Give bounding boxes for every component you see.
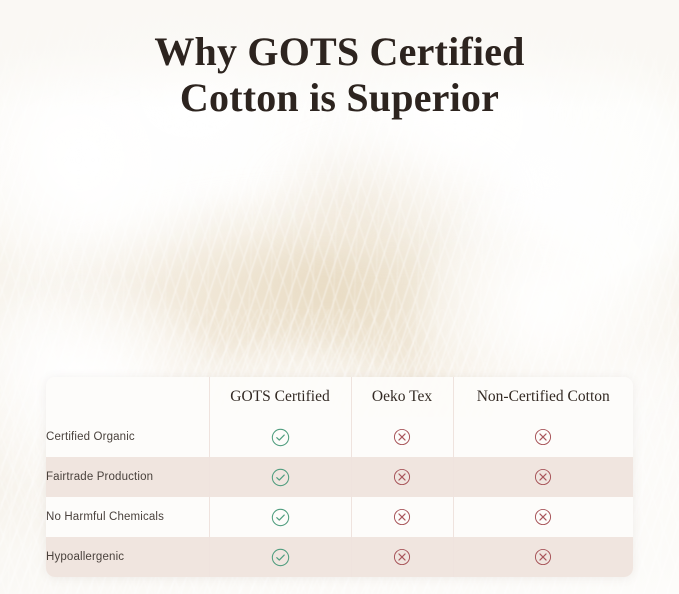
row-label-fairtrade-production: Fairtrade Production (46, 457, 210, 497)
check-circle-icon (271, 548, 290, 567)
table-body: Certified Organic Fairtrade Production No … (46, 417, 633, 577)
cell-gots-certified (209, 417, 352, 457)
page-title-line-1: Why GOTS Certified (154, 28, 525, 74)
cell-gots-certified (209, 457, 352, 497)
cell-oeko-tex (351, 457, 454, 497)
cell-oeko-tex (351, 497, 454, 537)
column-header-non-certified-cotton: Non-Certified Cotton (453, 377, 633, 417)
cell-non-certified-cotton (453, 537, 633, 577)
cross-circle-icon (393, 508, 411, 526)
table-header: GOTS Certified Oeko Tex Non-Certified Co… (46, 377, 633, 417)
check-circle-icon (271, 468, 290, 487)
cross-circle-icon (534, 428, 552, 446)
cell-oeko-tex (351, 537, 454, 577)
cross-circle-icon (534, 548, 552, 566)
cell-non-certified-cotton (453, 457, 633, 497)
cell-gots-certified (209, 537, 352, 577)
check-circle-icon (271, 508, 290, 527)
comparison-table-container: GOTS Certified Oeko Tex Non-Certified Co… (46, 377, 633, 577)
page-title-line-2: Cotton is Superior (179, 74, 500, 120)
certification-comparison-table: GOTS Certified Oeko Tex Non-Certified Co… (46, 377, 633, 577)
row-label-certified-organic: Certified Organic (46, 417, 210, 457)
cell-gots-certified (209, 497, 352, 537)
table-row: Hypoallergenic (46, 537, 633, 577)
row-label-hypoallergenic: Hypoallergenic (46, 537, 210, 577)
check-circle-icon (271, 428, 290, 447)
table-row: No Harmful Chemicals (46, 497, 633, 537)
cross-circle-icon (534, 508, 552, 526)
cross-circle-icon (393, 428, 411, 446)
cell-non-certified-cotton (453, 417, 633, 457)
column-header-oeko-tex: Oeko Tex (351, 377, 454, 417)
cell-non-certified-cotton (453, 497, 633, 537)
table-row: Fairtrade Production (46, 457, 633, 497)
column-header-feature (46, 377, 210, 417)
table-header-row: GOTS Certified Oeko Tex Non-Certified Co… (46, 377, 633, 417)
heading-background-wash (0, 0, 679, 108)
table-row: Certified Organic (46, 417, 633, 457)
cross-circle-icon (393, 468, 411, 486)
cross-circle-icon (393, 548, 411, 566)
page-title: Why GOTS Certified Cotton is Superior (0, 29, 679, 121)
cross-circle-icon (534, 468, 552, 486)
cell-oeko-tex (351, 417, 454, 457)
row-label-no-harmful-chemicals: No Harmful Chemicals (46, 497, 210, 537)
column-header-gots-certified: GOTS Certified (209, 377, 352, 417)
